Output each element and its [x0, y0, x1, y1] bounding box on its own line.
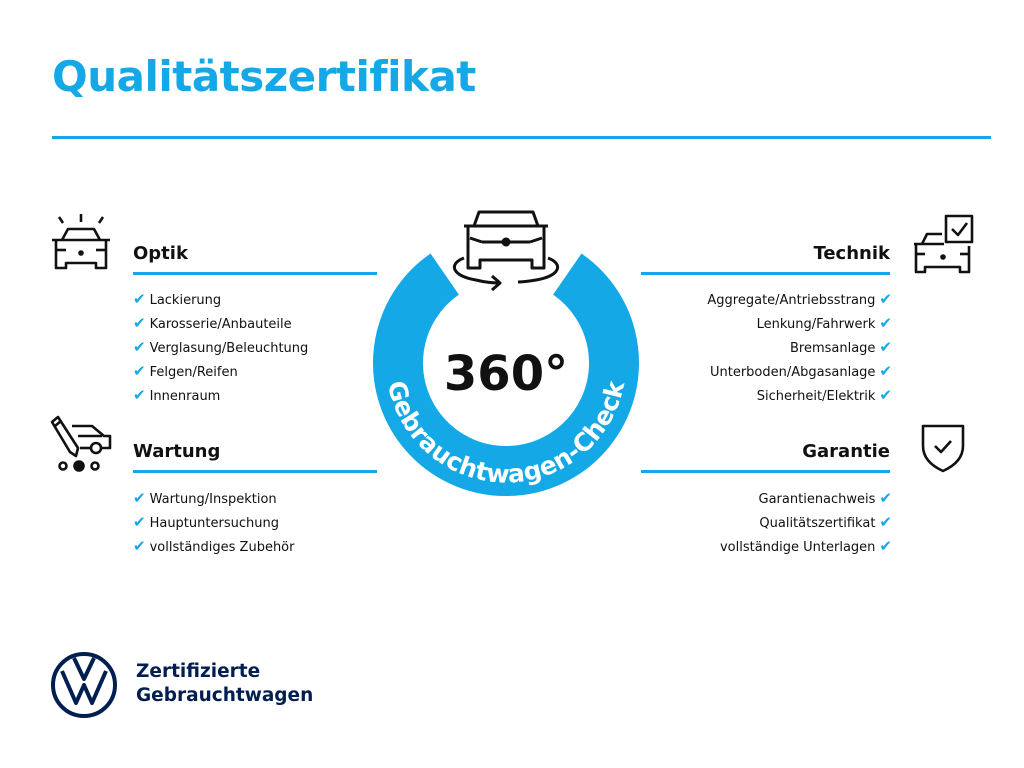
check-icon: ✔: [879, 489, 892, 507]
garantie-list: Garantienachweis ✔ Qualitätszertifikat ✔ v…: [720, 486, 892, 558]
degrees-label: 360°: [444, 346, 568, 402]
technik-divider: [641, 272, 890, 275]
list-item: ✔ Verglasung/Beleuchtung: [133, 338, 309, 356]
list-item: ✔ vollständiges Zubehör: [133, 537, 295, 555]
car-rotate-360-icon: [452, 210, 560, 292]
wartung-divider: [133, 470, 377, 473]
check-icon: ✔: [133, 314, 146, 332]
check-icon: ✔: [879, 314, 892, 332]
list-item: ✔ Karosserie/Anbauteile: [133, 314, 292, 332]
list-item: Qualitätszertifikat ✔: [759, 513, 892, 531]
section-heading-optik: Optik: [133, 243, 188, 264]
check-icon: ✔: [133, 386, 146, 404]
list-item: vollständige Unterlagen ✔: [719, 537, 892, 555]
section-heading-garantie: Garantie: [802, 441, 890, 462]
list-item: Unterboden/Abgasanlage ✔: [709, 362, 892, 380]
technik-list: Aggregate/Antriebsstrang ✔ Lenkung/Fahrwe…: [707, 287, 892, 407]
list-item: ✔ Felgen/Reifen: [133, 362, 238, 380]
check-icon: ✔: [133, 513, 146, 531]
check-icon: ✔: [879, 513, 892, 531]
list-item: ✔ Innenraum: [133, 386, 221, 404]
list-item: Garantienachweis ✔: [758, 489, 892, 507]
list-item: Aggregate/Antriebsstrang ✔: [707, 290, 892, 308]
check-icon: ✔: [879, 386, 892, 404]
list-item: Lenkung/Fahrwerk ✔: [756, 314, 892, 332]
check-icon: ✔: [133, 338, 146, 356]
optik-list: ✔ Lackierung ✔ Karosserie/Anbauteile ✔ Verg…: [133, 287, 308, 407]
list-item: ✔ Lackierung: [133, 290, 222, 308]
check-icon: ✔: [879, 537, 892, 555]
list-item: ✔ Hauptuntersuchung: [133, 513, 279, 531]
section-heading-wartung: Wartung: [133, 441, 221, 462]
shield-check-icon: [921, 424, 965, 473]
list-item: Sicherheit/Elektrik ✔: [756, 386, 892, 404]
page-title: Qualitätszertifikat: [52, 52, 476, 101]
check-icon: ✔: [133, 362, 146, 380]
check-icon: ✔: [133, 290, 146, 308]
optik-divider: [133, 272, 377, 275]
wartung-list: ✔ Wartung/Inspektion ✔ Hauptuntersuchung ✔…: [133, 486, 294, 558]
section-heading-technik: Technik: [813, 243, 890, 264]
title-divider: [52, 136, 991, 139]
check-icon: ✔: [879, 290, 892, 308]
logo-text: Zertifizierte Gebrauchtwagen: [136, 661, 314, 706]
service-van-pen-icon: [50, 415, 112, 472]
car-lights-icon: [52, 214, 110, 270]
list-item: ✔ Wartung/Inspektion: [133, 489, 277, 507]
gebrauchtwagen-check-badge: Gebrauchtwagen-Check 360°: [373, 210, 639, 496]
garantie-divider: [641, 470, 890, 473]
car-checkbox-icon: [914, 214, 974, 274]
vw-logo: [51, 652, 117, 718]
check-icon: ✔: [879, 338, 892, 356]
check-icon: ✔: [133, 537, 146, 555]
check-icon: ✔: [133, 489, 146, 507]
check-icon: ✔: [879, 362, 892, 380]
list-item: Bremsanlage ✔: [789, 338, 892, 356]
ring-arc: [373, 253, 639, 496]
